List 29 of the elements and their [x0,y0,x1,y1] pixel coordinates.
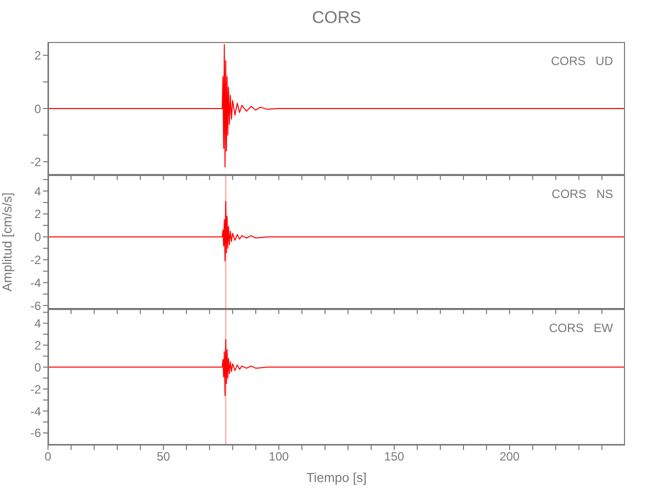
x-tick-label: 100 [268,450,290,464]
y-tick-label: 0 [34,230,42,244]
y-tick-label: -6 [30,298,42,313]
annotation: CORS EW [548,321,613,335]
x-tick-label: 200 [500,450,520,464]
annotation: CORS UD [550,54,613,68]
y-tick-label: -2 [30,154,42,169]
line-series [48,44,625,168]
y-axis-title: Amplitud [cm/s/s] [0,192,15,292]
y-tick-label: -4 [30,404,42,418]
chart-title: CORS [310,8,362,28]
y-tick-label: 2 [34,338,42,352]
y-tick-label: -2 [30,253,42,268]
x-tick-label: 50 [156,450,170,464]
y-tick-label: 4 [34,316,42,331]
line-series [48,339,625,396]
annotation: CORS NS [552,187,613,201]
x-tick-label: 0 [44,450,52,464]
x-axis-title: Tiempo [s] [306,470,367,485]
y-tick-label: 0 [34,360,42,374]
y-tick-label: -4 [30,276,42,290]
y-tick-label: -2 [30,382,42,396]
y-tick-label: 2 [34,207,42,222]
line-series [48,200,625,262]
x-tick-label: 150 [384,450,405,464]
y-tick-label: 0 [34,102,42,116]
y-tick-label: -6 [30,426,42,440]
y-tick-label: 2 [34,48,42,63]
y-tick-label: 4 [34,184,42,198]
